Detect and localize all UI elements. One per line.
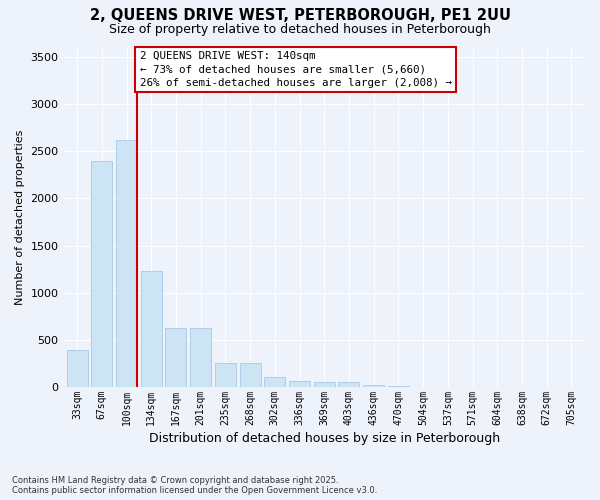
Bar <box>363 385 384 387</box>
Bar <box>314 382 335 387</box>
Text: Size of property relative to detached houses in Peterborough: Size of property relative to detached ho… <box>109 22 491 36</box>
Bar <box>338 382 359 387</box>
Bar <box>116 140 137 387</box>
Bar <box>239 364 260 387</box>
Bar <box>388 386 409 387</box>
Bar <box>166 328 187 387</box>
Text: 2 QUEENS DRIVE WEST: 140sqm
← 73% of detached houses are smaller (5,660)
26% of : 2 QUEENS DRIVE WEST: 140sqm ← 73% of det… <box>140 52 452 88</box>
Bar <box>141 271 162 387</box>
Bar <box>67 350 88 387</box>
Bar <box>215 364 236 387</box>
X-axis label: Distribution of detached houses by size in Peterborough: Distribution of detached houses by size … <box>149 432 500 445</box>
Bar <box>190 328 211 387</box>
Text: Contains HM Land Registry data © Crown copyright and database right 2025.
Contai: Contains HM Land Registry data © Crown c… <box>12 476 377 495</box>
Y-axis label: Number of detached properties: Number of detached properties <box>15 130 25 305</box>
Bar <box>289 381 310 387</box>
Bar <box>265 376 286 387</box>
Text: 2, QUEENS DRIVE WEST, PETERBOROUGH, PE1 2UU: 2, QUEENS DRIVE WEST, PETERBOROUGH, PE1 … <box>89 8 511 22</box>
Bar <box>91 160 112 387</box>
